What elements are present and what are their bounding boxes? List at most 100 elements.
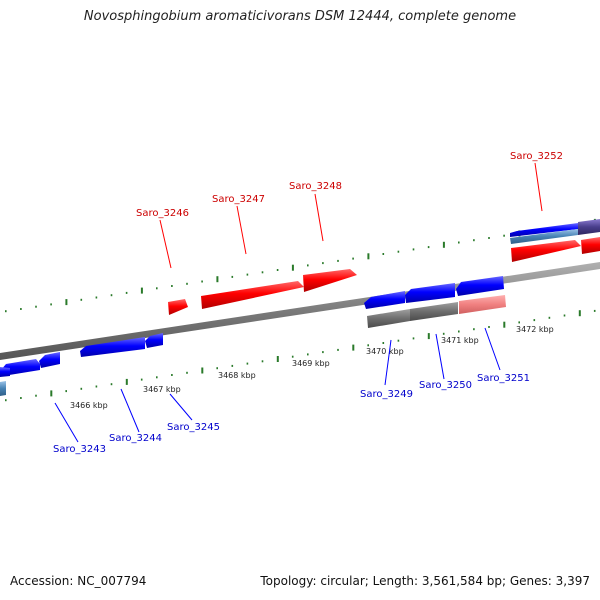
gene-label-saro-3243[interactable]: Saro_3243 [53,444,106,455]
minor-tick [65,390,67,393]
major-tick [50,390,53,397]
callout-line-saro-3251 [484,327,501,371]
major-tick [367,253,370,260]
gene-feature-gray-1[interactable] [367,309,410,328]
kbp-labels: 3466 kbp 3467 kbp 3468 kbp 3469 kbp 3470… [70,325,554,410]
gene-feature-saro-3243[interactable] [1,359,40,376]
gene-feature-saro-3245[interactable] [145,333,163,348]
callout-line-saro-3248 [314,193,324,242]
major-tick [125,378,128,385]
minor-tick [473,239,475,242]
gene-feature-pink[interactable] [459,295,506,314]
minor-tick [20,397,22,399]
reverse-genes [0,276,506,396]
minor-tick [171,285,173,287]
callout-line-saro-3249 [384,339,392,386]
kbp-label-3471: 3471 kbp [441,336,479,345]
map-title: Novosphingobium aromaticivorans DSM 1244… [83,9,517,24]
kbp-label-3466: 3466 kbp [70,401,108,410]
minor-tick [548,316,551,319]
gene-label-saro-3247[interactable]: Saro_3247 [212,194,265,205]
tick-track-upper [5,218,596,313]
minor-tick [216,367,218,370]
minor-tick [533,319,536,322]
minor-tick [488,326,490,328]
minor-tick [518,321,520,324]
minor-tick [171,374,173,376]
kbp-label-3467: 3467 kbp [143,385,181,394]
callout-line-saro-3244 [120,388,140,433]
gene-feature-saro-3250[interactable] [405,283,455,303]
minor-tick [352,257,354,260]
minor-tick [458,330,460,333]
upper-right-features [510,219,600,244]
minor-tick [35,394,37,397]
gene-feature-saro-3246[interactable] [168,299,188,315]
minor-tick [156,287,158,290]
minor-tick [367,344,369,347]
gene-feature-blue-upper[interactable] [510,223,578,237]
major-tick [352,344,355,351]
minor-tick [110,383,113,386]
minor-tick [412,337,415,340]
major-tick [503,321,506,328]
gene-label-saro-3246[interactable]: Saro_3246 [136,208,189,219]
gene-feature-saro-3248[interactable] [303,269,357,292]
minor-tick [276,269,279,271]
genome-summary-text: Topology: circular; Length: 3,561,584 bp… [260,574,590,588]
gene-label-saro-3249[interactable]: Saro_3249 [360,389,413,400]
minor-tick [201,280,203,283]
gene-feature-saro-3252[interactable] [511,240,581,262]
minor-tick [80,298,83,301]
minor-tick [80,387,83,390]
reverse-gene-labels: Saro_3243 Saro_3244 Saro_3245 Saro_3249 … [53,327,530,455]
accession-text: Accession: NC_007794 [10,574,147,588]
genome-backbone [0,262,600,360]
minor-tick [503,234,505,237]
forward-gene-labels: Saro_3246 Saro_3247 Saro_3248 Saro_3252 [136,151,563,269]
minor-tick [593,309,596,312]
minor-tick [246,273,249,276]
gene-label-saro-3248[interactable]: Saro_3248 [289,181,342,192]
minor-tick [488,237,490,239]
major-tick [578,310,581,317]
gene-feature-steel-left[interactable] [0,381,6,396]
callout-line-saro-3243 [54,402,79,443]
gene-label-saro-3252[interactable]: Saro_3252 [510,151,563,162]
gene-feature-saro-3244[interactable] [80,337,145,357]
gene-label-saro-3245[interactable]: Saro_3245 [167,422,220,433]
gene-feature-purple-upper[interactable] [578,219,600,235]
minor-tick [337,348,339,351]
minor-tick [382,253,385,255]
gene-feature-saro-3247[interactable] [201,281,304,309]
major-tick [291,264,294,271]
gene-label-saro-3244[interactable]: Saro_3244 [109,433,162,444]
gene-label-saro-3251[interactable]: Saro_3251 [477,373,530,384]
callout-line-saro-3245 [169,393,193,421]
gene-feature-saro-3242-partial[interactable] [0,367,10,377]
gene-feature-saro-3243b[interactable] [39,352,60,368]
minor-tick [412,248,415,251]
gene-feature-red-offscreen[interactable] [581,237,600,254]
gene-feature-saro-3249[interactable] [364,291,405,309]
minor-tick [291,355,294,358]
kbp-label-3469: 3469 kbp [292,359,330,368]
callout-line-saro-3252 [534,162,543,212]
minor-tick [231,364,234,367]
gene-feature-steel-upper[interactable] [510,229,578,244]
kbp-label-3468: 3468 kbp [218,371,256,380]
minor-tick [140,378,143,381]
minor-tick [458,241,460,244]
minor-tick [427,246,430,249]
minor-tick [5,310,7,313]
minor-tick [186,282,188,285]
minor-tick [563,314,566,317]
major-tick [140,287,143,294]
minor-tick [473,328,475,331]
minor-tick [35,305,37,308]
gene-label-saro-3250[interactable]: Saro_3250 [419,380,472,391]
major-tick [442,241,445,248]
gene-feature-saro-3251[interactable] [456,276,504,296]
gene-feature-gray-2[interactable] [410,302,458,321]
